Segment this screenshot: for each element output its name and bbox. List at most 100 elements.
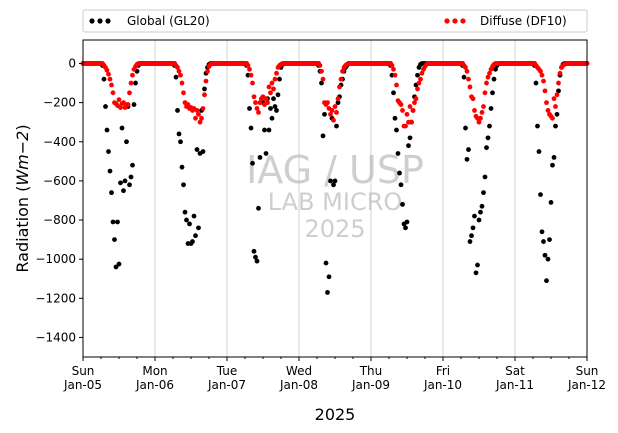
- diffuse-point: [185, 102, 191, 107]
- global-point: [191, 213, 197, 219]
- diffuse-point: [550, 115, 555, 121]
- diffuse-point: [539, 72, 545, 78]
- global-point: [320, 133, 326, 139]
- diffuse-point: [542, 88, 548, 94]
- y-axis-label: Radiation (Wm−2): [13, 124, 32, 272]
- global-point: [262, 127, 267, 133]
- diffuse-point: [274, 70, 279, 76]
- x-tick-date: Jan-05: [63, 378, 102, 392]
- global-point: [115, 219, 120, 225]
- diffuse-point-night: [98, 61, 104, 66]
- diffuse-point: [256, 110, 261, 115]
- y-tick-label: 0: [68, 56, 76, 70]
- global-point: [535, 123, 540, 129]
- diffuse-point-night: [244, 61, 249, 66]
- global-point: [325, 290, 330, 295]
- global-point: [491, 76, 497, 82]
- global-point: [490, 90, 495, 96]
- global-point: [182, 209, 188, 215]
- global-point: [200, 149, 206, 154]
- global-point: [470, 225, 476, 231]
- global-point: [128, 174, 134, 180]
- diffuse-point: [325, 100, 330, 106]
- y-tick-label: −1000: [35, 252, 76, 266]
- global-point: [251, 248, 257, 254]
- global-point: [196, 225, 201, 231]
- diffuse-point: [176, 68, 182, 74]
- diffuse-point: [254, 106, 260, 111]
- diffuse-point: [394, 82, 399, 88]
- global-point: [331, 182, 336, 188]
- global-point: [181, 182, 186, 188]
- diffuse-point: [248, 72, 254, 78]
- diffuse-point: [485, 74, 491, 80]
- diffuse-point: [416, 80, 422, 86]
- global-point: [131, 102, 137, 107]
- global-point: [536, 149, 542, 154]
- diffuse-point: [197, 119, 203, 125]
- global-point: [124, 139, 129, 145]
- global-point: [250, 160, 255, 166]
- global-point: [187, 221, 192, 227]
- diffuse-point: [194, 108, 200, 113]
- global-point: [473, 270, 479, 276]
- global-point: [277, 76, 282, 82]
- global-point: [247, 106, 252, 111]
- diffuse-point: [250, 80, 255, 86]
- diffuse-point: [464, 68, 470, 74]
- global-point: [334, 123, 339, 129]
- global-point: [548, 200, 554, 205]
- diffuse-point: [331, 117, 336, 123]
- diffuse-point: [265, 100, 270, 106]
- global-point: [415, 72, 420, 78]
- diffuse-point: [419, 70, 425, 76]
- diffuse-point: [107, 76, 113, 82]
- diffuse-point: [110, 90, 116, 96]
- global-point: [551, 155, 557, 160]
- global-point: [478, 209, 483, 215]
- global-point: [202, 86, 207, 92]
- diffuse-point: [481, 104, 486, 109]
- diffuse-point: [418, 76, 423, 82]
- diffuse-point: [391, 66, 396, 72]
- diffuse-point: [332, 104, 338, 109]
- global-point: [547, 237, 552, 242]
- diffuse-point: [175, 65, 180, 70]
- global-point: [119, 125, 125, 131]
- global-point: [407, 135, 413, 141]
- global-point: [541, 239, 546, 244]
- diffuse-point: [263, 96, 269, 102]
- global-point: [400, 201, 405, 207]
- diffuse-point: [487, 70, 492, 76]
- global-point: [544, 278, 549, 284]
- diffuse-point: [199, 115, 204, 121]
- diffuse-point: [109, 82, 114, 88]
- global-point: [322, 111, 327, 117]
- diffuse-point: [403, 123, 408, 129]
- global-point: [109, 190, 114, 196]
- diffuse-point: [472, 108, 477, 113]
- global-point: [274, 108, 279, 113]
- global-point: [484, 145, 489, 151]
- diffuse-point: [130, 72, 135, 78]
- global-point: [326, 274, 332, 280]
- global-point: [556, 88, 561, 94]
- x-tick-date: Jan-11: [495, 378, 534, 392]
- diffuse-point: [266, 84, 272, 90]
- x-tick-weekday: Fri: [436, 364, 450, 378]
- global-point: [271, 96, 276, 102]
- diffuse-point: [247, 66, 252, 72]
- diffuse-point: [125, 102, 131, 107]
- legend-label-diffuse: Diffuse (DF10): [480, 14, 567, 28]
- global-point: [173, 74, 179, 80]
- diffuse-point: [538, 68, 543, 74]
- global-point: [130, 162, 135, 168]
- global-point: [482, 174, 488, 180]
- diffuse-point: [470, 96, 476, 102]
- global-point: [403, 225, 408, 231]
- global-point: [275, 92, 281, 98]
- global-point: [335, 100, 341, 106]
- diffuse-point: [467, 84, 473, 90]
- x-axis: SunJan-05MonJan-06TueJan-07WedJan-08ThuJ…: [63, 357, 606, 392]
- global-point: [176, 131, 182, 137]
